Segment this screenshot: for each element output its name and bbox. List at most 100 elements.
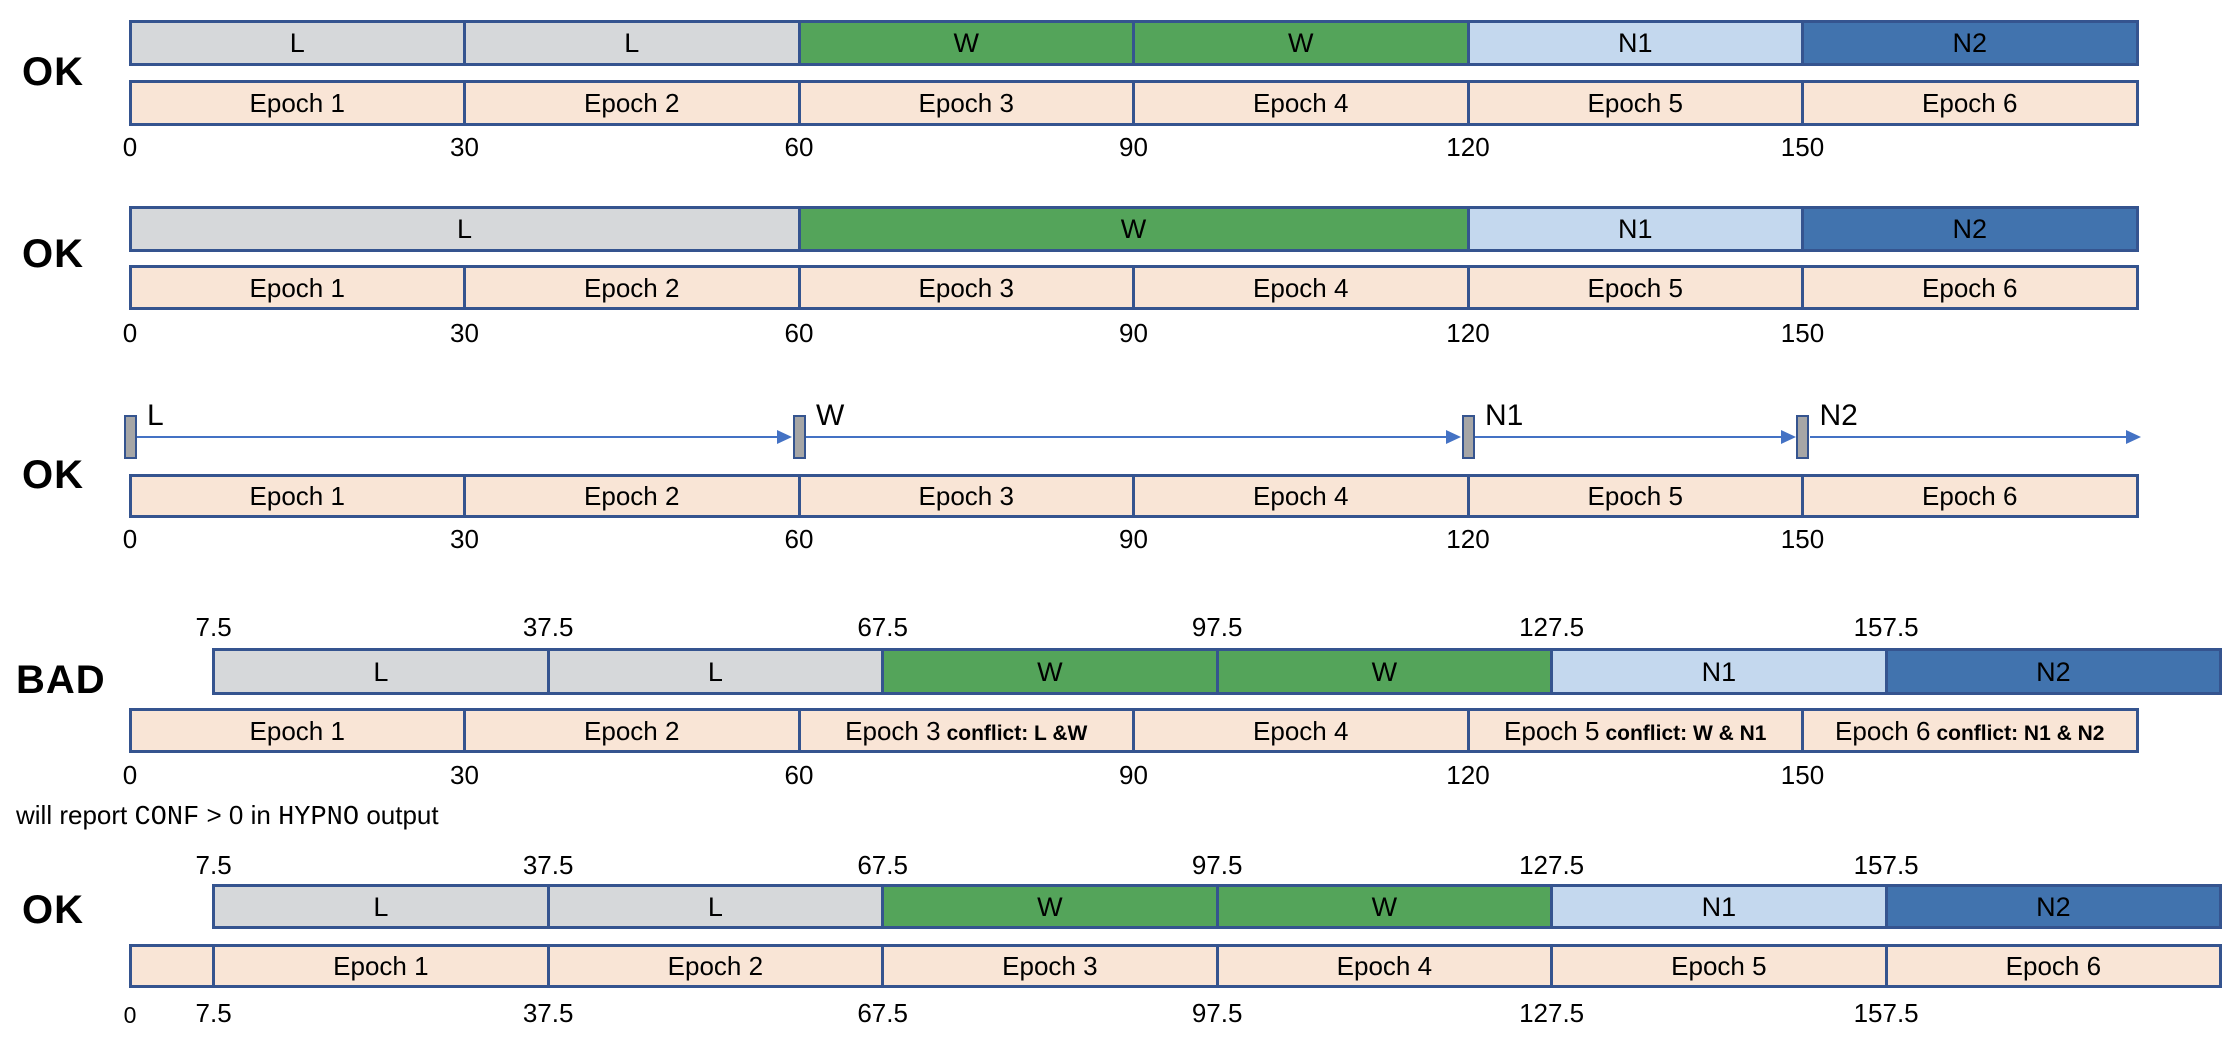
epoch-label: Epoch 4: [1336, 951, 1433, 981]
stage-segment: N2: [1801, 206, 2139, 252]
top-tick-label: 157.5: [1853, 612, 1919, 642]
stage-segment: L: [463, 20, 801, 66]
epoch-label: Epoch 4: [1253, 481, 1349, 511]
stage-segment: W: [1215, 884, 1554, 929]
event-arrow-line: [806, 436, 1459, 438]
epoch-label: Epoch 6: [1835, 716, 1931, 746]
axis-tick-label: 150: [1780, 760, 1825, 790]
event-arrow-line: [1475, 436, 1794, 438]
epoch-label: Epoch 3: [845, 716, 941, 746]
stage-segment: N1: [1550, 884, 1888, 929]
event-arrowhead-icon: [777, 430, 792, 444]
top-tick-label: 127.5: [1519, 612, 1585, 642]
stage-segment-label: N2: [1952, 28, 1987, 58]
axis-tick-label: 90: [1119, 318, 1148, 348]
epoch-cell: Epoch 3: [797, 474, 1135, 518]
epoch-label: Epoch 6: [1922, 481, 2018, 511]
event-marker: [792, 415, 806, 459]
top-tick-label: 97.5: [1191, 850, 1243, 880]
event-marker: [1796, 415, 1809, 459]
stage-segment-label: W: [1037, 892, 1063, 922]
stage-segment-label: W: [1288, 28, 1314, 58]
stage-segment: L: [212, 884, 550, 929]
stage-segment: L: [546, 648, 885, 695]
epoch-label: Epoch 1: [249, 716, 345, 746]
conflict-label: conflict: W & N1: [1605, 722, 1767, 745]
stage-segment-label: N2: [1952, 214, 1987, 244]
stage-segment-label: N2: [2036, 657, 2071, 687]
stage-segment-label: N1: [1701, 657, 1737, 687]
verdict-label: OK: [22, 232, 84, 276]
axis-tick-label: 150: [1780, 132, 1825, 162]
note-part: output: [359, 800, 439, 830]
stage-segment-label: N1: [1701, 892, 1737, 922]
epoch-label: Epoch 4: [1253, 88, 1349, 118]
epoch-cell: Epoch 6: [1801, 474, 2139, 518]
epoch-label: Epoch 3: [1002, 951, 1098, 981]
verdict-label: OK: [22, 50, 84, 94]
verdict-label: OK: [22, 888, 84, 932]
stage-segment-label: L: [707, 892, 723, 922]
top-tick-label: 67.5: [857, 612, 908, 642]
axis-tick-label: 0: [122, 760, 138, 790]
axis-tick-label: 7.5: [195, 998, 232, 1028]
stage-segment-label: L: [624, 28, 640, 58]
axis-tick-label: 60: [784, 132, 814, 162]
epoch-cell: Epoch 2: [463, 265, 801, 310]
top-tick-label: 37.5: [522, 850, 574, 880]
stage-event-label: N1: [1485, 399, 1524, 432]
epoch-label: Epoch 1: [333, 951, 429, 981]
stage-segment: L: [128, 206, 801, 252]
epoch-label: Epoch 6: [1922, 88, 2018, 118]
event-marker: [1461, 415, 1475, 459]
epoch-label: Epoch 2: [584, 481, 680, 511]
axis-tick-label: 120: [1446, 132, 1490, 162]
stage-segment: W: [797, 206, 1470, 252]
stage-segment: W: [1132, 20, 1470, 66]
epoch-label: Epoch 3: [918, 481, 1014, 511]
stage-segment: W: [1215, 648, 1554, 695]
axis-tick-label: 0: [122, 524, 138, 554]
epoch-label: Epoch 6: [2005, 951, 2102, 981]
epoch-cell: Epoch 6: [1884, 944, 2223, 988]
note-text: will report CONF > 0 in HYPNO output: [16, 800, 439, 833]
epoch-cell: Epoch 4: [1215, 944, 1554, 988]
epoch-cell: Epoch 2: [546, 944, 885, 988]
stage-event-label: N2: [1819, 399, 1858, 432]
event-marker: [123, 415, 137, 459]
stage-segment: L: [128, 20, 466, 66]
stage-segment-label: N1: [1617, 28, 1653, 58]
epoch-label: Epoch 4: [1253, 716, 1349, 746]
epoch-label: Epoch 5: [1671, 951, 1767, 981]
axis-tick-label: 0: [122, 132, 138, 162]
epoch-label: Epoch 5: [1587, 273, 1683, 303]
conflict-label: conflict: N1 & N2: [1936, 722, 2105, 745]
epoch-label: Epoch 5: [1587, 481, 1683, 511]
epoch-cell: Epoch 5: [1466, 80, 1804, 126]
epoch-label: Epoch 3: [918, 88, 1014, 118]
epoch-label: Epoch 2: [667, 951, 764, 981]
epoch-cell: Epoch 3 conflict: L &W: [797, 708, 1135, 753]
axis-tick-label: 30: [450, 760, 479, 790]
axis-tick-label: 127.5: [1519, 998, 1585, 1028]
epoch-cell: Epoch 4: [1132, 474, 1470, 518]
epoch-cell: Epoch 1: [128, 474, 466, 518]
note-code-part: CONF: [134, 803, 200, 833]
epoch-cell: Epoch 1: [212, 944, 550, 988]
axis-tick-label: 37.5: [522, 998, 574, 1028]
top-tick-label: 7.5: [195, 612, 232, 642]
stage-segment-label: N1: [1617, 214, 1653, 244]
stage-segment-label: L: [456, 214, 473, 244]
axis-tick-label: 97.5: [1191, 998, 1243, 1028]
epoch-label: Epoch 3: [918, 273, 1014, 303]
epoch-cell: Epoch 6 conflict: N1 & N2: [1801, 708, 2139, 753]
axis-tick-label: 0: [122, 318, 138, 348]
stage-segment: N2: [1801, 20, 2139, 66]
axis-tick-label: 150: [1780, 524, 1825, 554]
epoch-cell: Epoch 4: [1132, 708, 1470, 753]
stage-segment-label: W: [1120, 214, 1147, 244]
stage-segment-label: L: [373, 892, 389, 922]
stage-segment: W: [881, 648, 1219, 695]
stage-segment: N1: [1550, 648, 1888, 695]
note-part: will report: [16, 800, 135, 830]
